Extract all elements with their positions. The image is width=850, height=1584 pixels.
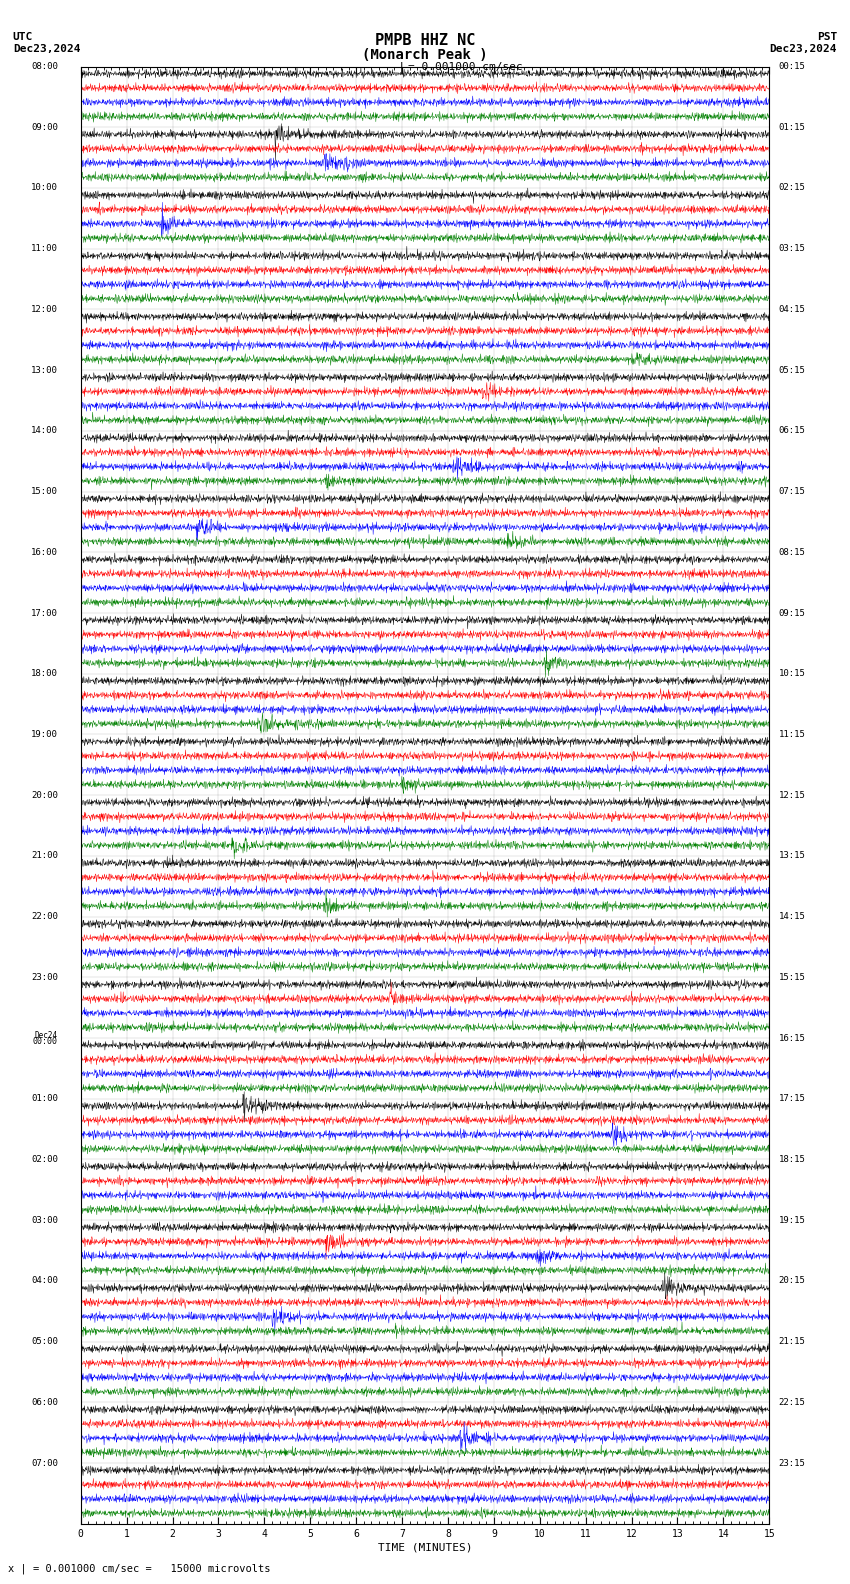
Text: 16:15: 16:15	[779, 1033, 805, 1042]
Text: 18:15: 18:15	[779, 1155, 805, 1164]
Text: PMPB HHZ NC: PMPB HHZ NC	[375, 33, 475, 48]
Text: Dec23,2024: Dec23,2024	[13, 44, 80, 54]
Text: 05:15: 05:15	[779, 366, 805, 375]
Text: 23:00: 23:00	[31, 973, 58, 982]
Text: 06:15: 06:15	[779, 426, 805, 436]
Text: 05:00: 05:00	[31, 1337, 58, 1346]
Text: x | = 0.001000 cm/sec =   15000 microvolts: x | = 0.001000 cm/sec = 15000 microvolts	[8, 1563, 271, 1574]
Text: 13:00: 13:00	[31, 366, 58, 375]
Text: 15:00: 15:00	[31, 486, 58, 496]
X-axis label: TIME (MINUTES): TIME (MINUTES)	[377, 1543, 473, 1552]
Text: 14:15: 14:15	[779, 912, 805, 922]
Text: 07:15: 07:15	[779, 486, 805, 496]
Text: 06:00: 06:00	[31, 1397, 58, 1407]
Text: (Monarch Peak ): (Monarch Peak )	[362, 48, 488, 62]
Text: 02:00: 02:00	[31, 1155, 58, 1164]
Text: 22:00: 22:00	[31, 912, 58, 922]
Text: 04:00: 04:00	[31, 1277, 58, 1286]
Text: 09:00: 09:00	[31, 122, 58, 131]
Text: 17:15: 17:15	[779, 1095, 805, 1104]
Text: 00:00: 00:00	[33, 1038, 58, 1045]
Text: 02:15: 02:15	[779, 184, 805, 193]
Text: 10:00: 10:00	[31, 184, 58, 193]
Text: 21:00: 21:00	[31, 851, 58, 860]
Text: 04:15: 04:15	[779, 304, 805, 314]
Text: 12:00: 12:00	[31, 304, 58, 314]
Text: 14:00: 14:00	[31, 426, 58, 436]
Text: 01:15: 01:15	[779, 122, 805, 131]
Text: 07:00: 07:00	[31, 1459, 58, 1468]
Text: 10:15: 10:15	[779, 668, 805, 678]
Text: PST: PST	[817, 32, 837, 41]
Text: 15:15: 15:15	[779, 973, 805, 982]
Text: 17:00: 17:00	[31, 608, 58, 618]
Text: 03:00: 03:00	[31, 1215, 58, 1224]
Text: 20:00: 20:00	[31, 790, 58, 800]
Text: 09:15: 09:15	[779, 608, 805, 618]
Text: 22:15: 22:15	[779, 1397, 805, 1407]
Text: 19:00: 19:00	[31, 730, 58, 740]
Text: 16:00: 16:00	[31, 548, 58, 558]
Text: |: |	[398, 62, 405, 74]
Text: 19:15: 19:15	[779, 1215, 805, 1224]
Text: 12:15: 12:15	[779, 790, 805, 800]
Text: = 0.001000 cm/sec: = 0.001000 cm/sec	[408, 62, 523, 71]
Text: 11:15: 11:15	[779, 730, 805, 740]
Text: 03:15: 03:15	[779, 244, 805, 253]
Text: UTC: UTC	[13, 32, 33, 41]
Text: Dec24: Dec24	[35, 1031, 58, 1039]
Text: 21:15: 21:15	[779, 1337, 805, 1346]
Text: 08:00: 08:00	[31, 62, 58, 71]
Text: 13:15: 13:15	[779, 851, 805, 860]
Text: 01:00: 01:00	[31, 1095, 58, 1104]
Text: 08:15: 08:15	[779, 548, 805, 558]
Text: 20:15: 20:15	[779, 1277, 805, 1286]
Text: 00:15: 00:15	[779, 62, 805, 71]
Text: Dec23,2024: Dec23,2024	[770, 44, 837, 54]
Text: 23:15: 23:15	[779, 1459, 805, 1468]
Text: 18:00: 18:00	[31, 668, 58, 678]
Text: 11:00: 11:00	[31, 244, 58, 253]
